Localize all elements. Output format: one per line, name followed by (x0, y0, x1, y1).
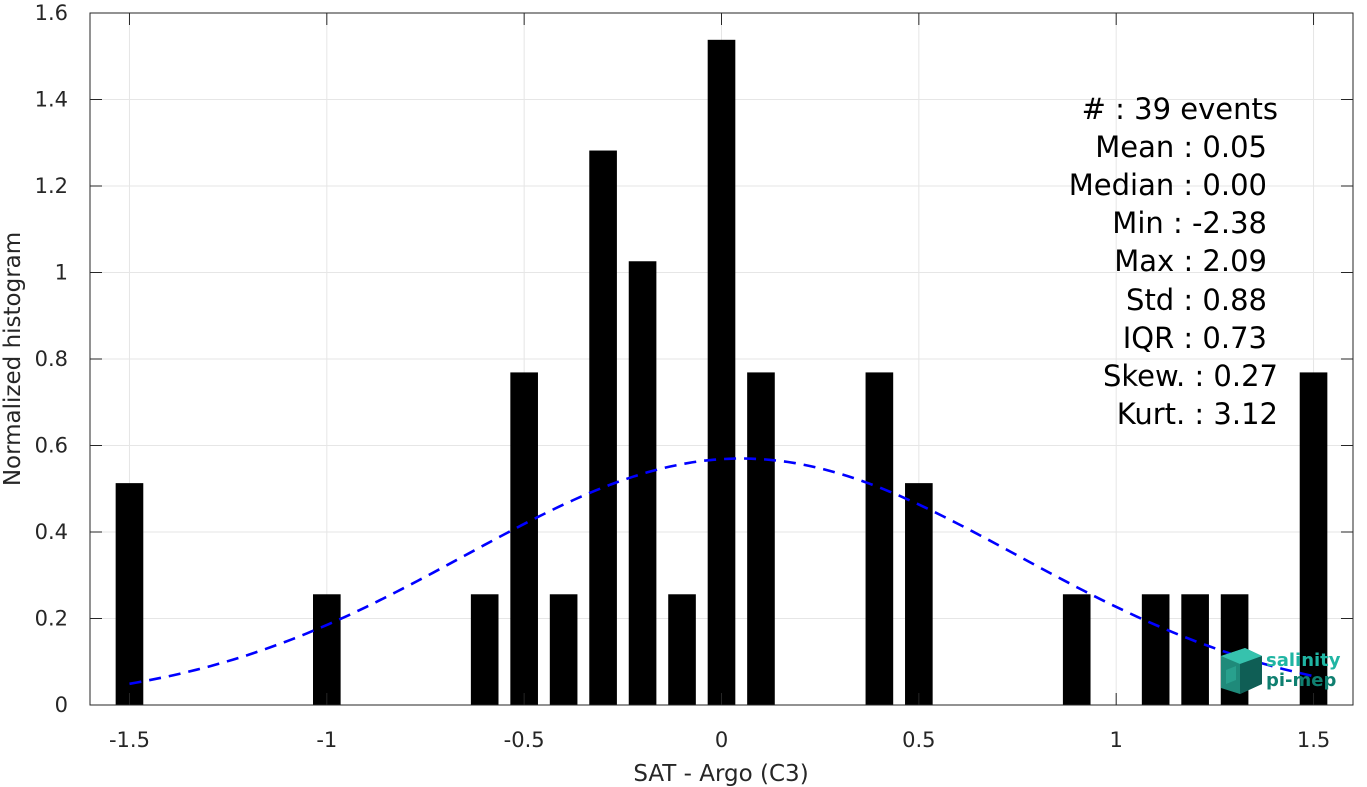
stat-mean: Mean : 0.05 (1095, 130, 1267, 164)
x-tick-label: 0 (715, 728, 728, 752)
x-tick-label: -0.5 (504, 728, 545, 752)
y-tick-label: 0 (55, 693, 68, 717)
stat-median: Median : 0.00 (1069, 168, 1267, 202)
y-tick-label: 1.2 (35, 174, 68, 198)
histogram-bar (668, 594, 696, 705)
histogram-bar (589, 150, 617, 705)
histogram-bar (1299, 372, 1328, 705)
salinity-pi-mep-logo: salinity pi-mep (1221, 648, 1341, 694)
normal-fit-curve (129, 457, 1314, 686)
stat-std: Std : 0.88 (1126, 283, 1267, 317)
logo-text-salinity: salinity (1266, 650, 1341, 671)
x-tick-label: 1.5 (1297, 728, 1330, 752)
y-tick-label: 0.2 (35, 607, 68, 631)
histogram-bar (1141, 594, 1170, 705)
stat-events: # : 39 events (1082, 92, 1278, 126)
histogram-bar (549, 594, 578, 705)
y-tick-labels: 0 0.2 0.4 0.6 0.8 1 1.2 1.4 1.6 (35, 1, 68, 717)
histogram-bar (747, 372, 775, 705)
stat-skew: Skew. : 0.27 (1103, 359, 1278, 393)
histogram-bar (865, 372, 894, 705)
y-tick-label: 1.6 (35, 1, 68, 25)
histogram-bars (115, 39, 1328, 705)
histogram-bar (628, 261, 657, 705)
histogram-bar (707, 39, 736, 705)
stat-max: Max : 2.09 (1114, 244, 1267, 278)
x-tick-label: 0.5 (902, 728, 935, 752)
x-tick-labels: -1.5 -1 -0.5 0 0.5 1 1.5 (109, 728, 1330, 752)
statistics-annotation: # : 39 events Mean : 0.05 Median : 0.00 … (1069, 92, 1278, 431)
histogram-bar (905, 483, 933, 705)
x-tick-label: 1 (1110, 728, 1123, 752)
axis-ticks (90, 12, 1353, 706)
y-tick-label: 1 (55, 261, 68, 285)
logo-text-pi-mep: pi-mep (1266, 670, 1336, 691)
y-tick-label: 0.8 (35, 347, 68, 371)
histogram-bar (510, 372, 538, 705)
histogram-bar (115, 483, 144, 705)
y-tick-label: 0.6 (35, 434, 68, 458)
histogram-bar (1062, 594, 1091, 705)
y-axis-label: Normalized histogram (0, 232, 26, 486)
y-tick-label: 0.4 (35, 520, 68, 544)
x-axis-label: SAT - Argo (C3) (633, 761, 808, 787)
histogram-bar (312, 594, 341, 705)
x-tick-label: -1 (316, 728, 337, 752)
stat-iqr: IQR : 0.73 (1123, 321, 1267, 355)
histogram-bar (470, 594, 499, 705)
stat-min: Min : -2.38 (1112, 206, 1267, 240)
histogram-bar (1181, 594, 1209, 705)
stat-kurt: Kurt. : 3.12 (1117, 397, 1278, 431)
y-tick-label: 1.4 (35, 88, 68, 112)
logo-cube-icon (1221, 648, 1262, 694)
x-tick-label: -1.5 (109, 728, 150, 752)
